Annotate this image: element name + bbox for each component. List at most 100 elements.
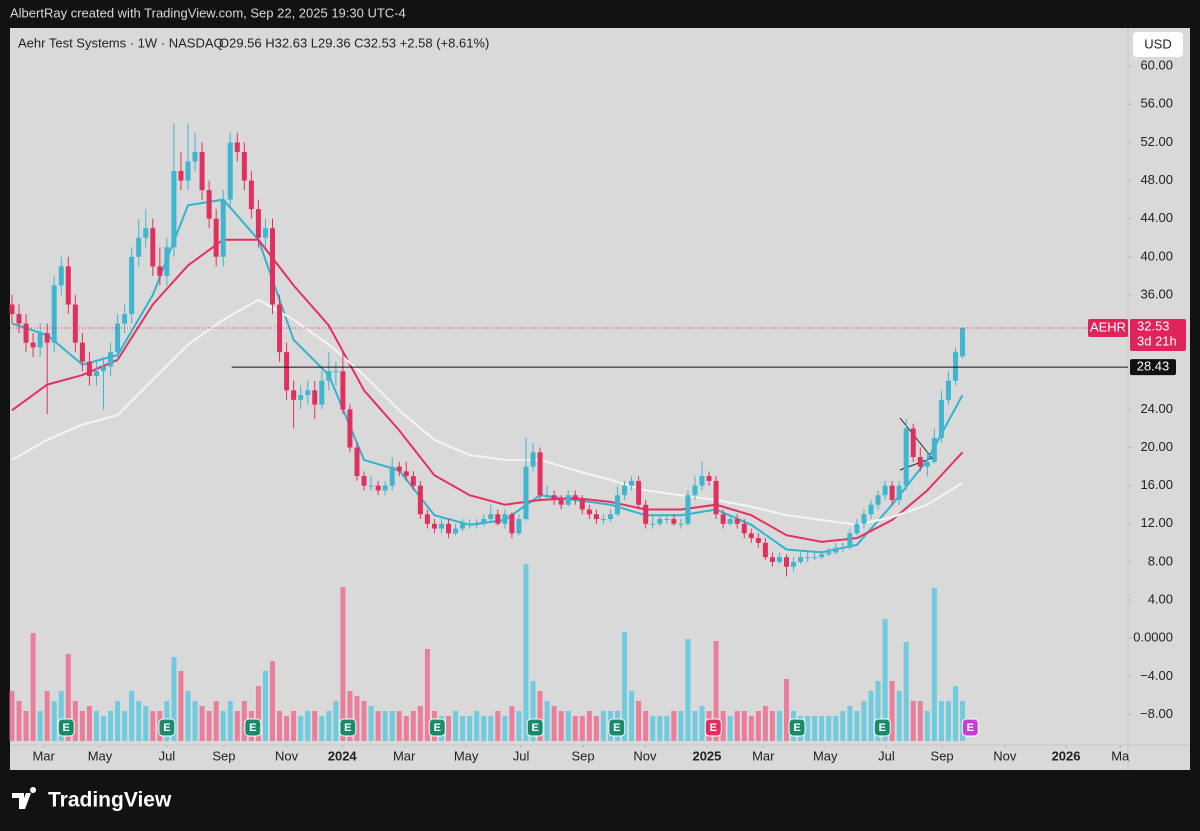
candle-body [178, 171, 184, 181]
candle-body [826, 552, 832, 555]
volume-bar [755, 711, 761, 741]
candle-body [762, 542, 768, 558]
volume-bar [516, 711, 522, 741]
candle-body [58, 266, 64, 286]
candle-body [241, 151, 247, 181]
candle-body [502, 514, 508, 524]
candle-body [291, 390, 297, 400]
candle-body [840, 547, 846, 549]
volume-bar [9, 691, 15, 741]
candle-body [305, 390, 311, 396]
candle-body [410, 476, 416, 486]
candle-body [361, 476, 367, 486]
volume-bar [171, 657, 177, 741]
volume-bar [875, 681, 881, 741]
volume-bar [79, 711, 85, 741]
volume-bar [460, 716, 466, 741]
candle-body [607, 514, 613, 520]
volume-bar [685, 639, 691, 741]
candle-body [903, 428, 909, 486]
candle-body [30, 342, 36, 348]
volume-bar [16, 701, 22, 741]
volume-bar [854, 711, 860, 741]
volume-bar [530, 681, 536, 741]
x-tick-label: Mar [752, 748, 775, 763]
candle-body [171, 171, 177, 248]
x-tick-label: May [813, 748, 838, 763]
candle-body [396, 466, 402, 472]
candle-body [643, 504, 649, 524]
earnings-marker [428, 718, 446, 737]
candle-body [438, 523, 444, 529]
price-label: 32.53 [1137, 318, 1170, 333]
currency-button[interactable] [1133, 32, 1183, 57]
candle-body [530, 452, 536, 467]
candle-body [551, 495, 557, 500]
candle-body [234, 142, 240, 152]
candle-body [192, 151, 198, 162]
volume-bar [227, 701, 233, 741]
volume-bar [375, 711, 381, 741]
volume-bar [945, 701, 951, 741]
candle-body [340, 371, 346, 410]
candle-body [938, 399, 944, 438]
volume-bar [129, 691, 135, 741]
candle-body [741, 523, 747, 534]
candle-body [748, 533, 754, 539]
candle-body [657, 519, 663, 524]
volume-bar [199, 706, 205, 741]
candle-body [488, 514, 494, 520]
candle-body [523, 466, 529, 520]
earnings-marker [704, 718, 722, 737]
candle-body [453, 528, 459, 534]
volume-bar [622, 632, 628, 741]
volume-bar [544, 701, 550, 741]
earnings-label: E [531, 722, 538, 734]
candle-body [924, 461, 930, 467]
x-tick-label: 2024 [328, 748, 358, 763]
candle-body [431, 523, 437, 529]
volume-bar [713, 641, 719, 741]
moving-average [11, 198, 964, 554]
candle-body [755, 538, 761, 543]
candle-body [164, 247, 170, 276]
candle-body [572, 495, 578, 500]
candle-body [375, 485, 381, 491]
candle-body [586, 509, 592, 515]
volume-bar [917, 701, 923, 741]
y-tick-label: 48.00 [1140, 172, 1173, 187]
candle-body [615, 495, 621, 515]
volume-bar [586, 711, 592, 741]
volume-bar [664, 716, 670, 741]
y-tick-label: 44.00 [1140, 210, 1173, 225]
candle-body [960, 328, 966, 357]
symbol-label: AEHR [1090, 319, 1126, 334]
symbol-box [1088, 319, 1128, 338]
volume-bar [868, 691, 874, 741]
volume-bar [382, 711, 388, 741]
volume-bar [192, 701, 198, 741]
volume-bar [593, 716, 599, 741]
candle-body [847, 533, 853, 548]
volume-bar [58, 691, 64, 741]
volume-bar [495, 711, 501, 741]
volume-bar [657, 716, 663, 741]
volume-bar [502, 716, 508, 741]
volume-bar [241, 701, 247, 741]
volume-bar [185, 691, 191, 741]
moving-average [11, 298, 964, 526]
candle-body [129, 256, 135, 315]
volume-bar [833, 716, 839, 741]
volume-bar [551, 706, 557, 741]
volume-bar [741, 711, 747, 741]
candle-body [600, 519, 606, 521]
volume-bar [769, 711, 775, 741]
candle-body [368, 485, 374, 487]
candle-body [812, 557, 818, 559]
volume-bar [108, 711, 114, 741]
volume-bar [903, 642, 909, 741]
earnings-label: E [710, 722, 717, 734]
y-tick-label: 52.00 [1140, 134, 1173, 149]
candle-body [51, 285, 57, 343]
y-tick-label: 20.00 [1140, 439, 1173, 454]
